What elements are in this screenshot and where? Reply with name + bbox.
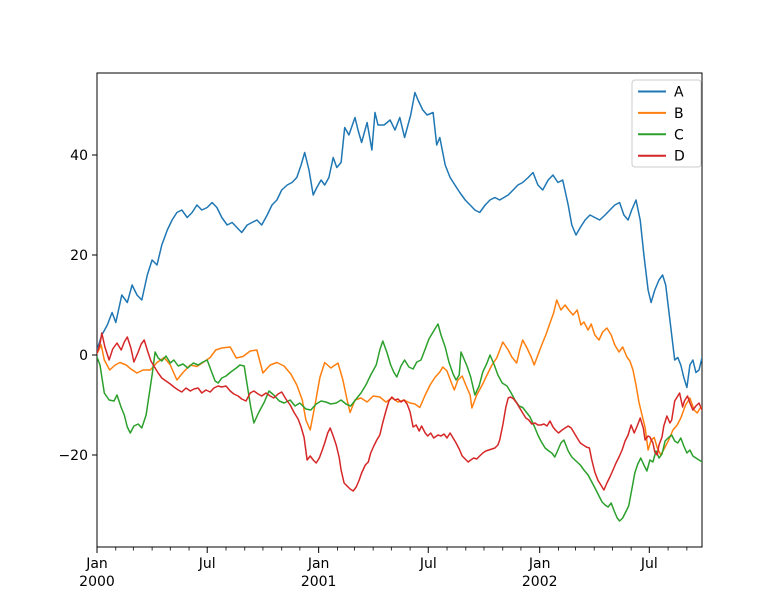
y-axis: −20 0 20 40 (58, 148, 97, 464)
x-axis: Jan 2000 Jul Jan 2001 Jul Jan 2002 Jul (79, 547, 688, 590)
axes-box (96, 72, 703, 548)
x-tick-month-label: Jan (85, 556, 108, 572)
legend-item-D: D (638, 149, 685, 165)
y-tick-label: 0 (79, 348, 88, 364)
legend-box (631, 79, 702, 168)
x-tick-year-label: 2001 (301, 574, 337, 590)
legend-label: C (674, 127, 684, 143)
x-tick-year-label: 2002 (522, 574, 558, 590)
plot-line-D (97, 332, 702, 492)
x-tick-month-label: Jan (528, 556, 551, 572)
series-group (97, 91, 702, 522)
legend-label: D (674, 149, 685, 165)
x-tick-month-label: Jan (307, 556, 330, 572)
legend-label: A (674, 85, 684, 101)
y-tick-label: −20 (58, 448, 88, 464)
legend-item-B: B (638, 106, 684, 122)
y-tick-label: 20 (70, 248, 88, 264)
x-tick-month-label: Jul (640, 556, 658, 572)
legend-item-A: A (638, 85, 684, 101)
x-tick-year-label: 2000 (79, 574, 115, 590)
plot-line-B (97, 299, 702, 456)
plot-line-C (97, 323, 702, 522)
x-tick-month-label: Jul (198, 556, 216, 572)
y-tick-label: 40 (70, 148, 88, 164)
plot-area (97, 73, 702, 547)
plot-line-A (97, 91, 702, 389)
legend-item-C: C (638, 127, 684, 143)
axes-spines (96, 72, 703, 548)
x-tick-month-label: Jul (419, 556, 437, 572)
legend-label: B (674, 106, 684, 122)
